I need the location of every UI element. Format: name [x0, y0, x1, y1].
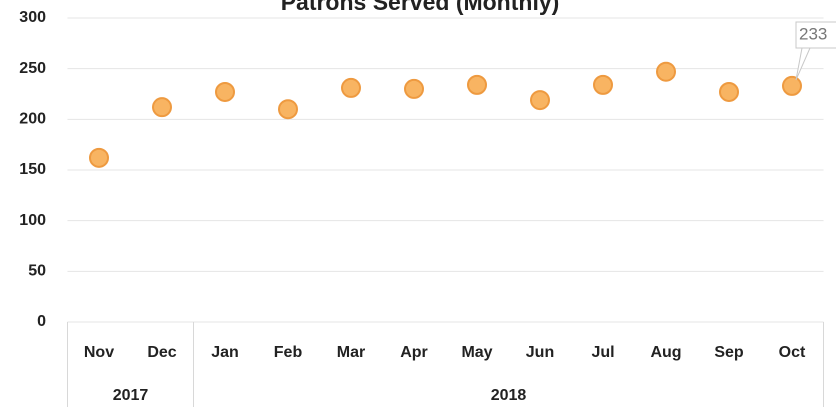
marker — [215, 81, 235, 102]
label-callout — [795, 21, 836, 81]
x-tick-label: Feb — [274, 344, 303, 361]
y-tick-label: 100 — [19, 212, 46, 229]
y-tick-label: 150 — [19, 161, 46, 178]
marker — [530, 90, 550, 111]
y-tick-label: 200 — [19, 111, 46, 128]
marker — [593, 74, 613, 95]
marker — [341, 77, 361, 98]
y-tick-label: 0 — [37, 313, 46, 330]
chart-title: Patrons Served (Monthly) — [281, 0, 560, 15]
x-tick-label: Mar — [337, 344, 365, 361]
x-tick-label: Nov — [84, 344, 114, 361]
marker — [656, 61, 676, 82]
x-tick-label: Oct — [779, 344, 806, 361]
x-tick-label: Jun — [526, 344, 554, 361]
x-tick-label: Jul — [591, 344, 614, 361]
data-label: 233 — [799, 24, 827, 43]
marker — [782, 75, 802, 96]
x-tick-label: Jan — [211, 344, 239, 361]
y-tick-label: 300 — [19, 9, 46, 26]
x-tick-label: Sep — [714, 344, 744, 361]
marker — [719, 81, 739, 102]
x-tick-label: Apr — [400, 344, 428, 361]
marker — [467, 74, 487, 95]
y-tick-label: 250 — [19, 60, 46, 77]
y-tick-label: 50 — [28, 263, 46, 280]
x-tick-label: May — [461, 344, 492, 361]
x-tick-label: Dec — [147, 344, 176, 361]
marker — [89, 147, 109, 168]
marker — [278, 99, 298, 120]
x-tick-label: Aug — [650, 344, 681, 361]
group-label: 2017 — [113, 387, 149, 404]
marker — [404, 78, 424, 99]
group-label: 2018 — [491, 387, 527, 404]
marker — [152, 97, 172, 118]
